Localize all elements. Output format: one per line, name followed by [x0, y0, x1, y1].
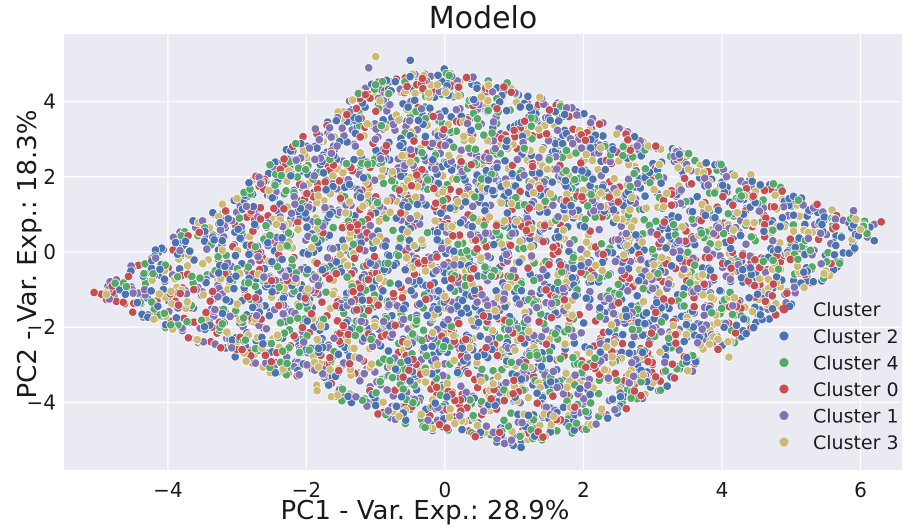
- scatter-point: [713, 239, 723, 249]
- scatter-point: [749, 323, 759, 333]
- scatter-point: [673, 212, 683, 222]
- scatter-point: [367, 359, 377, 369]
- scatter-point: [523, 393, 533, 403]
- scatter-point: [422, 228, 433, 238]
- scatter-point: [420, 377, 431, 387]
- scatter-point: [579, 318, 589, 328]
- scatter-point: [547, 177, 557, 187]
- scatter-point: [850, 243, 860, 253]
- scatter-point: [627, 340, 637, 350]
- scatter-point: [132, 298, 142, 308]
- scatter-point: [623, 286, 633, 296]
- scatter-point: [598, 131, 608, 141]
- scatter-point: [244, 249, 254, 259]
- scatter-point: [128, 307, 138, 317]
- scatter-point: [555, 354, 566, 364]
- scatter-point: [406, 286, 416, 296]
- scatter-point: [729, 170, 740, 180]
- scatter-point: [425, 103, 435, 113]
- scatter-point: [390, 77, 400, 87]
- scatter-point: [332, 316, 342, 326]
- scatter-point: [317, 297, 327, 307]
- scatter-point: [689, 302, 699, 312]
- scatter-point: [473, 121, 484, 131]
- scatter-point: [701, 158, 711, 168]
- scatter-point: [692, 192, 702, 202]
- scatter-point: [506, 271, 516, 282]
- scatter-point: [876, 217, 886, 227]
- scatter-point: [568, 263, 578, 273]
- scatter-point: [649, 185, 659, 195]
- scatter-point: [413, 115, 423, 125]
- scatter-point: [641, 308, 651, 318]
- scatter-point: [668, 320, 678, 330]
- scatter-point: [328, 222, 338, 233]
- scatter-point: [595, 119, 605, 129]
- scatter-point: [548, 200, 558, 210]
- scatter-point: [726, 235, 736, 245]
- scatter-point: [428, 155, 438, 165]
- scatter-point: [364, 63, 374, 73]
- scatter-point: [269, 203, 279, 214]
- scatter-point: [475, 331, 485, 341]
- scatter-point: [402, 253, 412, 263]
- scatter-point: [532, 398, 542, 408]
- scatter-point: [660, 357, 670, 367]
- scatter-point: [613, 279, 623, 289]
- scatter-point: [669, 373, 680, 383]
- scatter-point: [341, 208, 351, 218]
- scatter-point: [613, 235, 623, 245]
- scatter-point: [819, 212, 829, 222]
- scatter-point: [232, 193, 242, 204]
- scatter-point: [624, 348, 634, 358]
- scatter-point: [581, 293, 591, 303]
- scatter-point: [128, 288, 138, 298]
- scatter-point: [576, 328, 586, 338]
- scatter-point: [503, 187, 514, 197]
- scatter-point: [405, 116, 415, 126]
- scatter-point: [265, 160, 275, 170]
- scatter-point: [667, 261, 677, 271]
- scatter-point: [378, 286, 388, 296]
- scatter-point: [383, 346, 394, 356]
- scatter-point: [637, 237, 647, 247]
- scatter-point: [727, 309, 738, 320]
- scatter-point: [502, 208, 512, 218]
- scatter-point: [371, 400, 381, 411]
- scatter-point: [799, 283, 809, 293]
- scatter-point: [205, 296, 215, 306]
- scatter-point: [461, 72, 472, 83]
- scatter-point: [534, 152, 544, 163]
- point-cloud: [89, 52, 886, 452]
- scatter-point: [456, 145, 466, 155]
- scatter-point: [355, 192, 366, 203]
- scatter-point: [536, 362, 547, 372]
- scatter-point: [397, 151, 407, 161]
- scatter-point: [736, 230, 746, 241]
- scatter-point: [816, 259, 826, 269]
- scatter-point: [724, 352, 734, 362]
- scatter-point: [275, 318, 285, 328]
- scatter-point: [617, 339, 628, 349]
- scatter-point: [738, 265, 748, 275]
- scatter-point: [433, 70, 443, 80]
- scatter-point: [373, 409, 383, 419]
- scatter-point: [333, 349, 344, 359]
- scatter-point: [640, 191, 650, 201]
- scatter-point: [235, 233, 245, 243]
- scatter-point: [753, 289, 763, 299]
- scatter-point: [785, 234, 795, 244]
- scatter-point: [816, 228, 826, 238]
- scatter-point: [544, 155, 554, 165]
- scatter-point: [744, 293, 754, 303]
- scatter-point: [582, 249, 592, 259]
